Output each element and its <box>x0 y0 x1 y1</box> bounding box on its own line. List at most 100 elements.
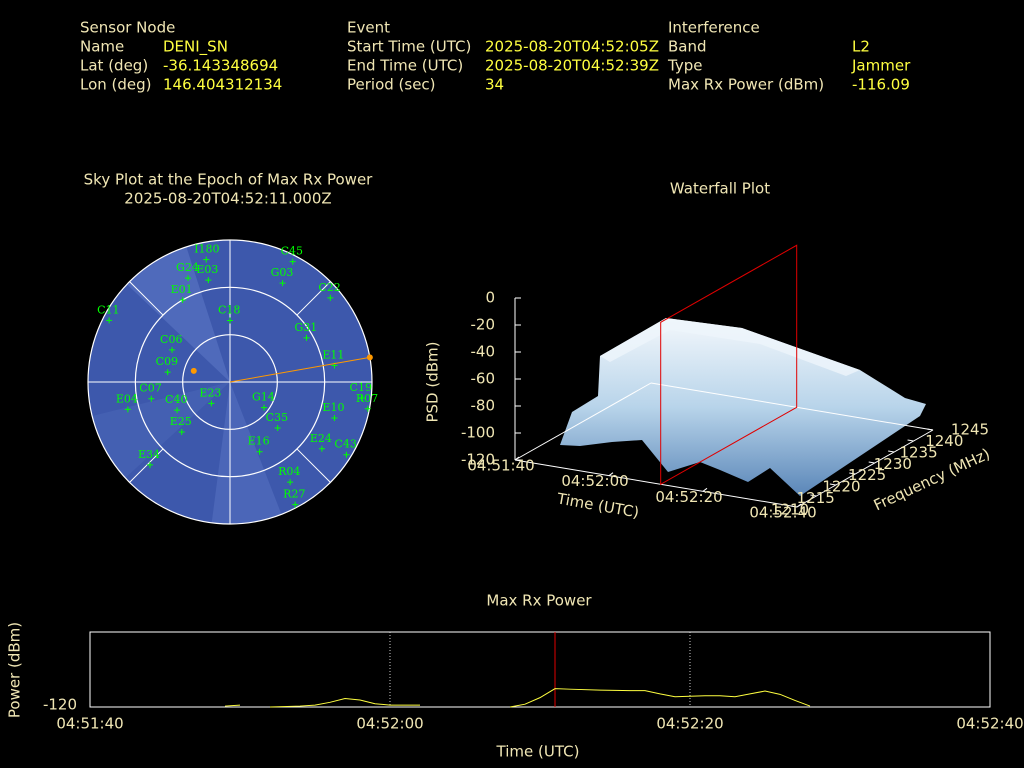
z-tick-label: -100 <box>461 424 495 442</box>
waterfall-top <box>600 318 860 376</box>
waterfall-axis <box>650 382 934 431</box>
satellite-marker <box>364 405 371 412</box>
satellite-label: E04 <box>116 392 138 405</box>
y-tick-label: 1215 <box>797 489 835 507</box>
y-tick <box>907 439 914 442</box>
z-axis-label: PSD (dBm) <box>424 341 442 422</box>
x-tick-label: 04:52:20 <box>656 715 723 733</box>
x-tick <box>702 487 708 492</box>
satellite-marker <box>208 400 215 407</box>
satellite-label: E11 <box>322 348 344 361</box>
z-tick-label: -80 <box>471 397 496 415</box>
y-tick-label: 1225 <box>848 466 886 484</box>
waterfall-axis <box>796 429 934 508</box>
satellite-label: E10 <box>322 401 344 414</box>
satellite-marker <box>303 334 310 341</box>
sky-subtitle: 2025-08-20T04:52:11.000Z <box>124 190 331 208</box>
x-tick-label: 04:52:00 <box>356 715 423 733</box>
header-value: 146.404312134 <box>163 76 282 94</box>
y-tick-label: -120 <box>43 696 77 714</box>
satellite-marker <box>343 451 350 458</box>
satellite-marker <box>292 501 299 508</box>
waterfall-axis <box>514 382 652 461</box>
satellite-label: C35 <box>266 411 288 424</box>
sky-shade <box>126 246 230 382</box>
header-label: Lon (deg) <box>80 76 152 94</box>
satellite-label: C19 <box>350 381 372 394</box>
satellite-label: C06 <box>160 333 182 346</box>
header-label: Max Rx Power (dBm) <box>668 76 824 94</box>
y-tick <box>810 494 817 497</box>
satellite-label: E25 <box>170 415 192 428</box>
satellite-label: E24 <box>310 432 332 445</box>
satellite-label: C07 <box>139 382 161 395</box>
x-tick-label: 04:52:40 <box>749 504 816 522</box>
y-tick-label: 1235 <box>899 443 937 461</box>
power-line <box>224 688 811 708</box>
header-title: Event <box>347 19 390 37</box>
z-tick-label: -40 <box>471 343 496 361</box>
sky-spoke <box>129 448 164 483</box>
satellite-label: C22 <box>318 281 340 294</box>
z-tick-label: -120 <box>461 451 495 469</box>
satellite-marker <box>148 395 155 402</box>
satellite-marker <box>146 461 153 468</box>
satellite-marker <box>185 275 192 282</box>
header-value: -116.09 <box>852 76 910 94</box>
sky-spoke <box>296 448 331 483</box>
waterfall-title: Waterfall Plot <box>670 180 770 198</box>
header-label: End Time (UTC) <box>347 57 463 75</box>
header-value: 2025-08-20T04:52:05Z <box>485 38 659 56</box>
z-tick-label: 0 <box>485 289 495 307</box>
y-tick <box>849 472 856 475</box>
y-tick-label: 1230 <box>874 455 912 473</box>
satellite-marker <box>261 404 268 411</box>
x-tick <box>608 472 614 477</box>
x-tick-label: 04:52:00 <box>561 472 628 490</box>
satellite-marker <box>169 346 176 353</box>
header-label: Lat (deg) <box>80 57 148 75</box>
satellite-label: I180 <box>194 243 219 256</box>
satellite-marker <box>174 407 181 414</box>
sky-shade <box>92 382 231 478</box>
header-label: Band <box>668 38 707 56</box>
satellite-marker <box>289 258 296 265</box>
satellite-label: G24 <box>176 261 199 274</box>
header-value: -36.143348694 <box>163 57 278 75</box>
header-label: Start Time (UTC) <box>347 38 471 56</box>
sky-title: Sky Plot at the Epoch of Max Rx Power <box>84 171 374 189</box>
header-value: Jammer <box>851 57 911 75</box>
satellite-label: R07 <box>356 392 378 405</box>
z-tick-label: -20 <box>471 316 496 334</box>
satellite-label: C40 <box>165 393 187 406</box>
satellite-label: E03 <box>196 263 218 276</box>
satellite-label: R27 <box>283 488 305 501</box>
jammer-marker <box>366 354 373 361</box>
y-tick-label: 1245 <box>951 421 989 439</box>
satellite-label: G03 <box>271 266 294 279</box>
plot-frame <box>89 631 991 708</box>
y-axis-label: Power (dBm) <box>6 622 24 718</box>
y-tick <box>829 483 836 486</box>
satellite-label: E23 <box>199 386 221 399</box>
satellite-label: C45 <box>281 245 303 258</box>
x-tick-label: 04:52:20 <box>655 488 722 506</box>
satellite-marker <box>327 294 334 301</box>
satellite-label: R04 <box>278 465 300 478</box>
sky-shade <box>211 382 282 524</box>
satellite-marker <box>178 428 185 435</box>
satellite-label: G31 <box>295 321 318 334</box>
header-value: 34 <box>485 76 504 94</box>
header-label: Type <box>667 57 702 75</box>
y-tick <box>790 505 798 508</box>
header-label: Period (sec) <box>347 76 436 94</box>
satellite-marker <box>279 280 286 287</box>
header-title: Interference <box>668 19 760 37</box>
satellite-marker <box>287 479 294 486</box>
satellite-marker <box>256 448 263 455</box>
x-tick-label: 04:52:40 <box>956 715 1023 733</box>
y-tick-label: 1210 <box>771 501 809 519</box>
satellite-label: C11 <box>97 303 119 316</box>
